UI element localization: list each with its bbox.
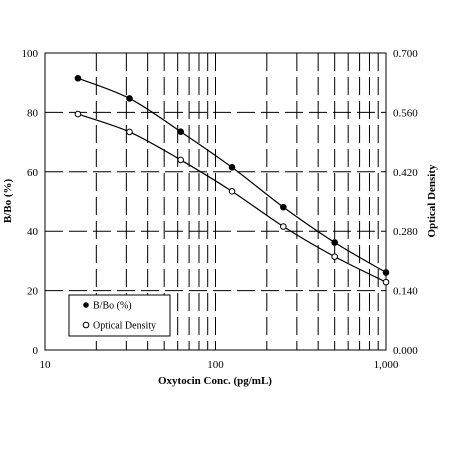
legend-marker-optical-density bbox=[82, 321, 90, 329]
y-right-tick-label: 0.000 bbox=[393, 345, 418, 357]
data-point-optical-density bbox=[177, 156, 184, 164]
y-left-tick-label: 60 bbox=[27, 167, 39, 179]
y-left-tick-label: 100 bbox=[22, 48, 39, 60]
data-point-bbo bbox=[331, 239, 338, 246]
x-axis-title: Oxytocin Conc. (pg/mL) bbox=[158, 375, 272, 387]
y-right-tick-label: 0.420 bbox=[393, 167, 418, 179]
data-point-optical-density bbox=[74, 110, 82, 118]
y-right-tick-label: 0.280 bbox=[393, 226, 418, 238]
y-right-tick-label: 0.700 bbox=[393, 48, 418, 60]
data-point-optical-density bbox=[280, 223, 287, 230]
y-left-tick-label: 20 bbox=[27, 286, 39, 298]
series-line-optical-density bbox=[77, 113, 387, 283]
y-left-tick-label: 0 bbox=[33, 345, 39, 357]
data-point-optical-density bbox=[382, 278, 390, 286]
axis-ticks: 10 100 1,000 0 20 40 60 80 100 0.000 0.140 0.280 0.4… bbox=[22, 48, 419, 371]
x-tick-label: 1,000 bbox=[374, 359, 399, 371]
data-series bbox=[74, 74, 390, 286]
data-point-optical-density bbox=[228, 188, 236, 195]
data-point-bbo bbox=[177, 128, 184, 136]
data-point-optical-density bbox=[126, 128, 133, 136]
data-point-optical-density bbox=[331, 253, 338, 260]
y-axis-right-title: Optical Density bbox=[426, 164, 438, 238]
data-point-bbo bbox=[280, 203, 287, 211]
y-left-tick-label: 80 bbox=[27, 107, 39, 119]
data-point-bbo bbox=[126, 95, 133, 102]
plot-area-frame bbox=[44, 52, 387, 351]
legend: B/Bo (%) Optical Density bbox=[68, 294, 171, 337]
legend-marker-bbo bbox=[83, 302, 89, 308]
grid-lines bbox=[45, 53, 386, 350]
data-point-bbo bbox=[228, 164, 236, 171]
legend-label-bbo: B/Bo (%) bbox=[93, 301, 132, 312]
y-right-tick-label: 0.560 bbox=[393, 107, 418, 119]
x-tick-label: 10 bbox=[40, 359, 52, 371]
y-right-tick-label: 0.140 bbox=[393, 286, 418, 298]
series-line-bbo bbox=[77, 77, 387, 274]
data-point-bbo bbox=[74, 74, 82, 82]
y-axis-left-title: B/Bo (%) bbox=[2, 179, 14, 224]
legend-label-optical-density: Optical Density bbox=[93, 321, 156, 332]
data-point-bbo bbox=[382, 269, 390, 276]
legend-box bbox=[68, 294, 171, 337]
y-left-tick-label: 40 bbox=[27, 226, 39, 238]
x-tick-label: 100 bbox=[207, 359, 224, 371]
